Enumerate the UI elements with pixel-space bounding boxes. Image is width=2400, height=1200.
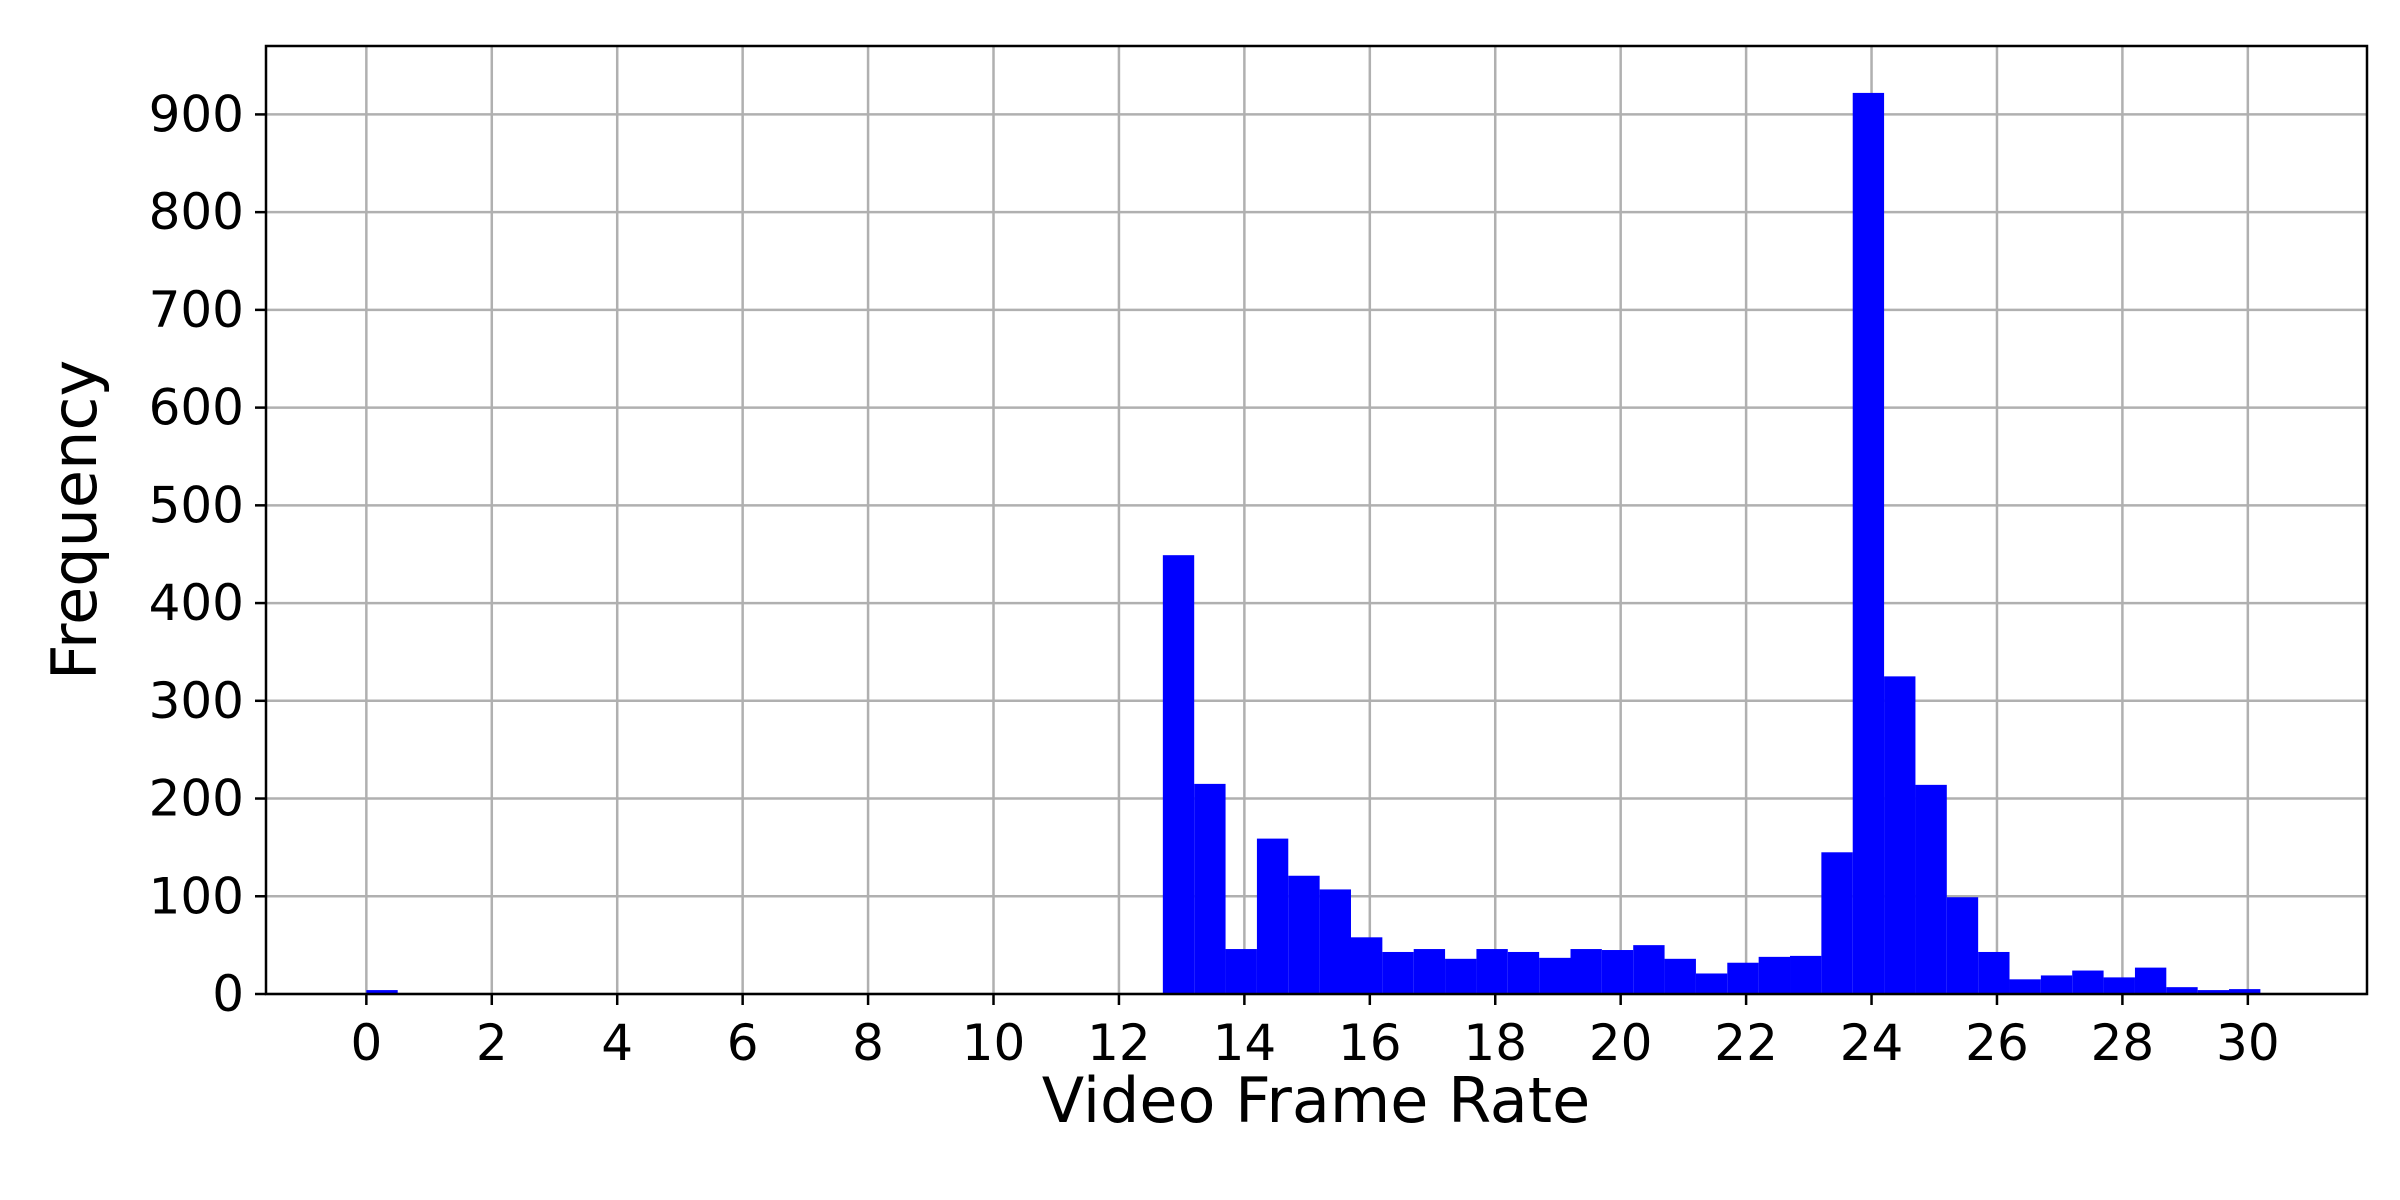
x-tick-label: 30 (2216, 1014, 2280, 1072)
x-tick-label: 4 (601, 1014, 633, 1072)
x-tick-label: 22 (1714, 1014, 1778, 1072)
histogram-bar (1445, 958, 1477, 994)
x-tick-label: 8 (852, 1014, 884, 1072)
histogram-bar (1790, 955, 1822, 994)
histogram-bar (2134, 967, 2167, 994)
y-axis-ticks: 0 100 200 300 400 500 600 700 800 900 (149, 85, 266, 1023)
y-tick-label: 900 (149, 85, 244, 143)
x-tick-label: 2 (476, 1014, 508, 1072)
histogram-bar (1570, 949, 1602, 994)
y-tick-label: 700 (149, 281, 244, 339)
y-tick-label: 600 (149, 379, 244, 437)
plot-frame (264, 44, 2369, 996)
grid-lines (266, 46, 2367, 996)
y-tick-label: 100 (149, 867, 244, 925)
x-axis-ticks: 0 2 4 6 8 10 12 14 16 18 20 22 24 26 28 30 (350, 994, 2280, 1072)
histogram-bar (2103, 977, 2135, 994)
x-tick-label: 20 (1589, 1014, 1653, 1072)
x-tick-label: 28 (2091, 1014, 2155, 1072)
histogram-bar (1601, 950, 1634, 994)
histogram-bar (1978, 951, 2010, 994)
histogram-bar (1633, 945, 1665, 994)
histogram-bar (2072, 970, 2104, 994)
histogram-bar (1821, 852, 1853, 994)
histogram-bar (1476, 949, 1508, 994)
x-tick-label: 26 (1965, 1014, 2029, 1072)
histogram-bar (2009, 979, 2041, 994)
histogram-bar (1946, 897, 1979, 994)
histogram-bar (1256, 838, 1289, 994)
histogram-bars (366, 92, 2261, 995)
histogram-bar (1507, 951, 1540, 994)
histogram-bar (1319, 889, 1351, 994)
histogram-bar (1664, 958, 1696, 994)
y-tick-label: 500 (149, 476, 244, 534)
histogram-bar (1915, 784, 1947, 994)
histogram-bar (1539, 957, 1571, 994)
histogram-bar (2197, 990, 2230, 994)
histogram-bar (1758, 956, 1791, 994)
histogram-bar (1413, 949, 1446, 994)
x-tick-label: 6 (727, 1014, 759, 1072)
histogram-bar (2166, 987, 2198, 994)
x-tick-label: 14 (1213, 1014, 1277, 1072)
histogram-bar (1382, 951, 1414, 994)
x-tick-label: 10 (962, 1014, 1026, 1072)
x-tick-label: 0 (350, 1014, 382, 1072)
histogram-bar (1225, 949, 1257, 994)
histogram-bar (366, 990, 398, 994)
histogram-bar (1162, 555, 1195, 994)
histogram-bar (1288, 875, 1320, 994)
x-tick-label: 12 (1087, 1014, 1151, 1072)
histogram-bar (1852, 92, 1885, 995)
y-tick-label: 800 (149, 183, 244, 241)
y-tick-label: 400 (149, 574, 244, 632)
y-tick-label: 200 (149, 770, 244, 828)
histogram-bar (2040, 975, 2073, 994)
x-tick-label: 18 (1463, 1014, 1527, 1072)
histogram-bar (1194, 783, 1226, 994)
histogram-bar (1350, 937, 1383, 994)
y-axis-label: Frequency (38, 360, 111, 680)
histogram-bar (1884, 676, 1916, 994)
y-tick-label: 300 (149, 672, 244, 730)
histogram-bar (2229, 989, 2261, 994)
x-axis-label: Video Frame Rate (1042, 1064, 1590, 1137)
x-tick-label: 16 (1338, 1014, 1402, 1072)
histogram-bar (1727, 962, 1759, 994)
x-tick-label: 24 (1840, 1014, 1904, 1072)
y-tick-label: 0 (212, 965, 244, 1023)
histogram-bar (1695, 973, 1728, 994)
